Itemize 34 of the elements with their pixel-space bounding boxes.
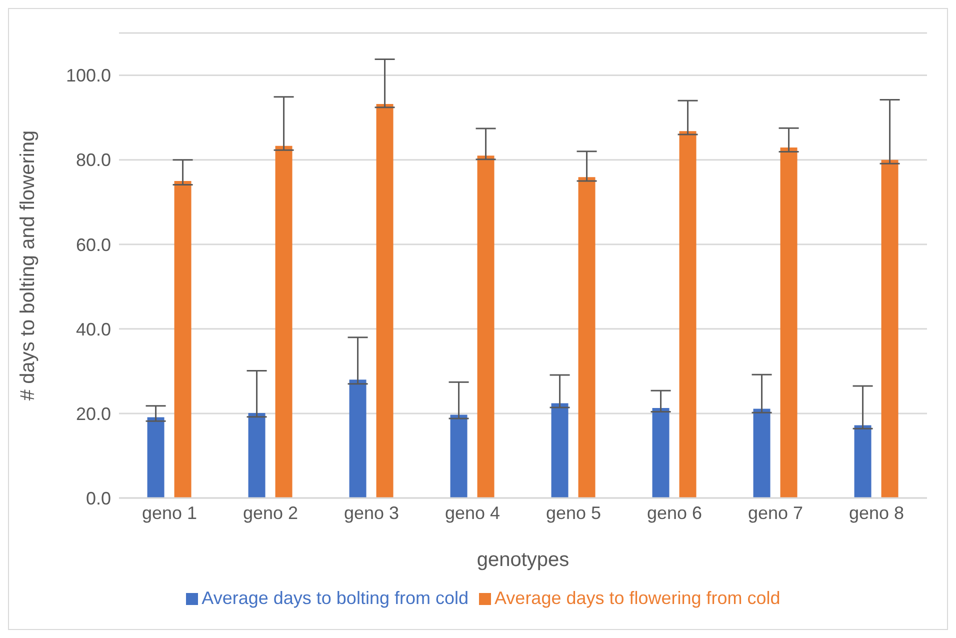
bar	[679, 131, 696, 498]
x-tick-label: geno 3	[344, 502, 400, 523]
legend-label: Average days to flowering from cold	[494, 588, 780, 608]
x-axis-title: genotypes	[476, 549, 570, 571]
x-tick-label: geno 8	[848, 502, 904, 523]
x-tick-label: geno 5	[546, 502, 602, 523]
bar	[854, 425, 872, 498]
x-tick-label: geno 4	[444, 502, 500, 523]
bar	[652, 408, 670, 498]
bar	[248, 413, 266, 498]
bar	[450, 414, 468, 498]
bar	[551, 403, 568, 498]
x-tick-label: geno 1	[142, 502, 198, 523]
y-tick-label: 80.0	[76, 150, 111, 170]
y-tick-label: 100.0	[66, 66, 111, 86]
bar	[275, 146, 292, 498]
bar	[578, 177, 596, 498]
y-tick-label: 60.0	[76, 234, 111, 255]
x-tick-label: geno 7	[748, 502, 804, 523]
legend-label: Average days to bolting from cold	[202, 588, 468, 608]
y-tick-label: 40.0	[76, 319, 111, 340]
y-tick-label: 0.0	[86, 488, 111, 508]
bar	[477, 156, 494, 498]
bar	[780, 148, 798, 498]
bar	[753, 408, 770, 498]
y-axis-title: # days to bolting and flowering	[17, 130, 40, 401]
bar	[881, 160, 898, 498]
bar	[147, 417, 164, 498]
x-tick-label: geno 6	[646, 502, 702, 523]
bar	[174, 180, 192, 498]
bar	[349, 380, 366, 498]
y-tick-label: 20.0	[76, 404, 111, 424]
x-tick-label: geno 2	[242, 502, 298, 523]
bar	[376, 104, 394, 498]
